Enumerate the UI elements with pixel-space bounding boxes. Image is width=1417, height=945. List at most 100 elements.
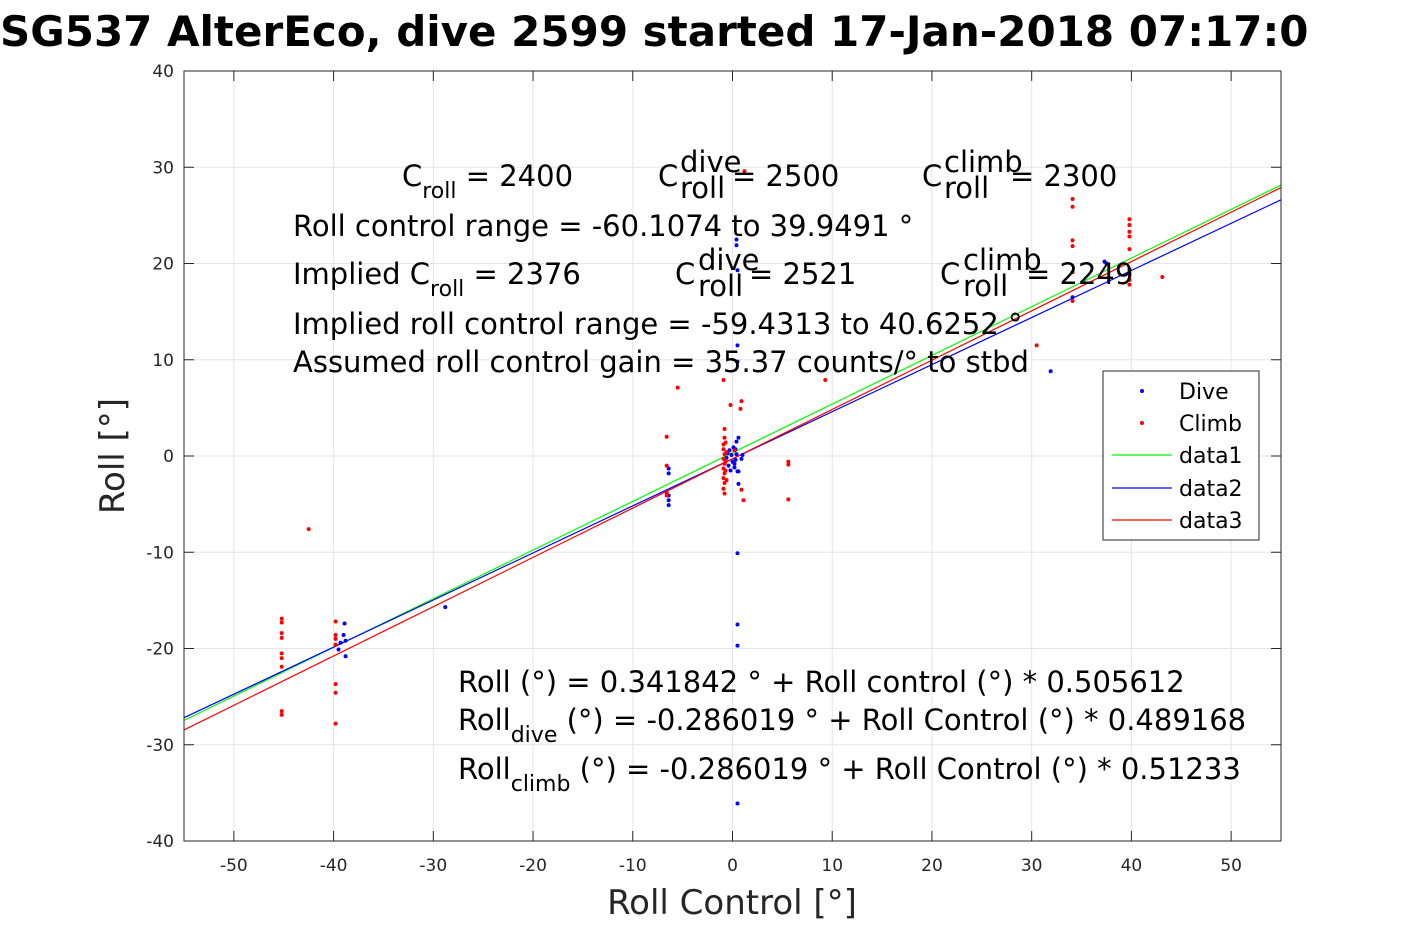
- legend-label-data1: data1: [1179, 444, 1243, 469]
- climb-point: [333, 619, 338, 624]
- climb-point: [723, 468, 728, 473]
- dive-point: [734, 452, 739, 457]
- climb-point: [279, 712, 284, 717]
- x-axis-label: Roll Control [°]: [607, 883, 857, 923]
- climb-point: [279, 651, 284, 656]
- climb-point: [1070, 244, 1075, 249]
- climb-point: [721, 456, 726, 461]
- y-axis-ticks: -40 -30 -20 -10 0 10 20 30 40: [146, 62, 1281, 852]
- dive-point: [727, 448, 732, 453]
- climb-point: [1034, 343, 1039, 348]
- climb-point: [723, 459, 728, 464]
- y-tick-label: 40: [152, 62, 174, 82]
- x-tick-label: 10: [821, 856, 843, 876]
- dive-point: [735, 622, 740, 627]
- dive-point: [343, 654, 348, 659]
- dive-point: [341, 633, 346, 638]
- x-tick-label: -40: [320, 856, 348, 876]
- climb-point: [722, 435, 727, 440]
- climb-point: [1127, 223, 1132, 227]
- x-tick-label: 40: [1121, 856, 1143, 876]
- dive-point: [1104, 261, 1109, 266]
- climb-point: [721, 486, 726, 491]
- climb-point: [306, 527, 311, 532]
- climb-point: [1070, 299, 1075, 304]
- dive-point: [735, 359, 740, 364]
- c-roll-climb-sup: climb: [944, 145, 1023, 179]
- dive-point: [666, 503, 671, 508]
- dive-point: [740, 453, 745, 458]
- c-roll-climb-sub: roll: [944, 171, 989, 205]
- dive-point: [1048, 369, 1053, 374]
- climb-point: [786, 497, 791, 502]
- climb-point: [279, 616, 284, 621]
- fit-all-text: Roll (°) = 0.341842 ° + Roll control (°)…: [458, 665, 1185, 699]
- climb-point: [1070, 197, 1075, 202]
- c-roll-dive-sup: dive: [680, 145, 741, 179]
- climb-point: [786, 462, 791, 467]
- x-tick-label: -30: [419, 856, 447, 876]
- y-tick-label: -30: [146, 736, 174, 756]
- implied-c-roll-climb-annotation: C climb roll = 2249: [940, 243, 1133, 303]
- fit-climb-text: Rollclimb (°) = -0.286019 ° + Roll Contr…: [458, 752, 1241, 797]
- x-tick-label: 20: [921, 856, 943, 876]
- dive-point: [666, 498, 671, 503]
- roll-control-range-text: Roll control range = -60.1074 to 39.9491…: [293, 209, 913, 243]
- climb-point: [333, 636, 338, 641]
- dive-point: [728, 468, 733, 473]
- y-tick-label: -10: [146, 543, 174, 563]
- dive-point: [739, 456, 744, 461]
- fit-dive-text: Rolldive (°) = -0.286019 ° + Roll Contro…: [458, 703, 1246, 748]
- climb-point: [722, 480, 727, 485]
- climb-point: [664, 490, 669, 495]
- implied-c-roll-dive-annotation: C dive roll = 2521: [675, 243, 856, 303]
- assumed-gain-text: Assumed roll control gain = 35.37 counts…: [293, 345, 1029, 379]
- climb-point: [721, 476, 726, 481]
- climb-point: [333, 721, 338, 726]
- dive-point: [726, 463, 731, 468]
- climb-point: [742, 169, 747, 174]
- data-points: [279, 169, 1165, 806]
- climb-point: [723, 440, 728, 445]
- dive-point: [734, 237, 739, 242]
- climb-point: [722, 427, 727, 432]
- climb-point: [333, 690, 338, 695]
- implied-c-roll-annotation: Implied Croll = 2376: [293, 257, 581, 302]
- c-roll-dive-value: = 2500: [732, 159, 839, 193]
- climb-point: [279, 664, 284, 669]
- climb-point: [333, 633, 338, 638]
- climb-point: [1127, 272, 1132, 277]
- dive-point: [666, 466, 671, 471]
- climb-point: [786, 459, 791, 464]
- climb-point: [333, 642, 338, 647]
- climb-point: [664, 434, 669, 439]
- legend-label-dive: Dive: [1179, 380, 1229, 405]
- implied-c-roll-dive-main: C: [675, 257, 695, 291]
- climb-point: [675, 385, 680, 390]
- dive-point: [1070, 295, 1075, 300]
- dive-point: [443, 605, 448, 610]
- climb-point: [1127, 229, 1132, 234]
- c-roll-annotation: Croll = 2400: [402, 159, 573, 204]
- x-tick-label: 0: [727, 856, 738, 876]
- climb-point: [732, 448, 737, 453]
- implied-c-roll-dive-sub: roll: [698, 269, 743, 303]
- fit-lines: [183, 184, 1282, 731]
- dive-point: [734, 243, 739, 248]
- climb-point: [279, 620, 284, 625]
- implied-c-roll-climb-sup: climb: [963, 243, 1042, 277]
- climb-point: [279, 631, 284, 636]
- dive-point: [342, 621, 347, 626]
- climb-point: [1127, 277, 1132, 282]
- dive-point: [735, 551, 740, 556]
- climb-point: [1127, 217, 1132, 222]
- c-roll-climb-annotation: C climb roll = 2300: [922, 145, 1117, 205]
- c-roll-dive-annotation: C dive roll = 2500: [658, 145, 839, 205]
- dive-point: [666, 471, 671, 476]
- y-tick-label: -20: [146, 640, 174, 660]
- climb-point: [1127, 234, 1132, 239]
- implied-c-roll-dive-sup: dive: [698, 243, 759, 277]
- x-tick-label: -10: [619, 856, 647, 876]
- y-axis-label: Roll [°]: [93, 398, 133, 514]
